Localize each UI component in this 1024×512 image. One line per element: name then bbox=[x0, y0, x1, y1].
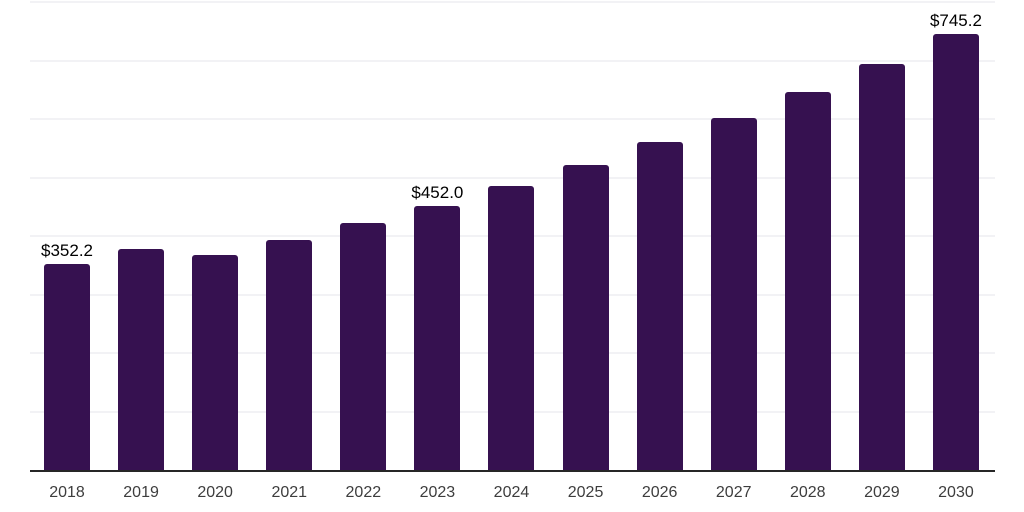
bar-cell-2018: $352.2 bbox=[41, 2, 93, 470]
x-tick-2023: 2023 bbox=[419, 484, 456, 501]
bar-cell-2029 bbox=[858, 2, 905, 470]
bar-cell-2027 bbox=[710, 2, 757, 470]
bar-2028[interactable] bbox=[784, 92, 831, 470]
bar-cell-2024 bbox=[488, 2, 535, 470]
x-tick-2028: 2028 bbox=[789, 484, 826, 501]
bar-cell-2025 bbox=[562, 2, 609, 470]
bar-2021[interactable] bbox=[266, 240, 313, 470]
bar-2019[interactable] bbox=[118, 248, 165, 470]
bar-2027[interactable] bbox=[710, 118, 757, 470]
bar-2020[interactable] bbox=[192, 255, 239, 470]
bar-2029[interactable] bbox=[858, 64, 905, 470]
bar-2024[interactable] bbox=[488, 186, 535, 470]
bar-2018[interactable]: $352.2 bbox=[41, 242, 93, 470]
bars-row: $352.2 $452.0 $745.2 bbox=[30, 2, 995, 470]
bar-cell-2026 bbox=[636, 2, 683, 470]
bar-value-label-2023: $452.0 bbox=[411, 182, 464, 202]
x-tick-2021: 2021 bbox=[271, 484, 308, 501]
bar-2023[interactable]: $452.0 bbox=[411, 184, 463, 470]
x-tick-2025: 2025 bbox=[567, 484, 604, 501]
bar-2025[interactable] bbox=[562, 165, 609, 470]
x-tick-2020: 2020 bbox=[197, 484, 233, 501]
x-axis-labels: 2018 2019 2020 2021 2022 2023 2024 2025 2026 2027… bbox=[30, 484, 995, 502]
x-tick-2027: 2027 bbox=[715, 484, 752, 501]
x-tick-2018: 2018 bbox=[49, 484, 85, 501]
x-tick-2022: 2022 bbox=[345, 484, 382, 501]
bar-cell-2021 bbox=[266, 2, 313, 470]
bar-cell-2019 bbox=[118, 2, 165, 470]
bar-cell-2030: $745.2 bbox=[930, 2, 982, 470]
bar-2030[interactable]: $745.2 bbox=[930, 12, 982, 470]
x-tick-2019: 2019 bbox=[123, 484, 159, 501]
bar-cell-2028 bbox=[784, 2, 831, 470]
x-tick-2026: 2026 bbox=[641, 484, 678, 501]
bar-cell-2023: $452.0 bbox=[411, 2, 463, 470]
bar-cell-2020 bbox=[192, 2, 239, 470]
bar-2022[interactable] bbox=[340, 223, 387, 470]
x-tick-2030: 2030 bbox=[938, 484, 974, 501]
plot-area: $352.2 $452.0 $745.2 bbox=[30, 1, 995, 472]
bar-value-label-2030: $745.2 bbox=[929, 11, 982, 31]
bar-cell-2022 bbox=[340, 2, 387, 470]
bar-2026[interactable] bbox=[636, 142, 683, 470]
x-tick-2024: 2024 bbox=[493, 484, 530, 501]
bar-value-label-2018: $352.2 bbox=[41, 240, 93, 260]
x-tick-2029: 2029 bbox=[864, 484, 900, 501]
